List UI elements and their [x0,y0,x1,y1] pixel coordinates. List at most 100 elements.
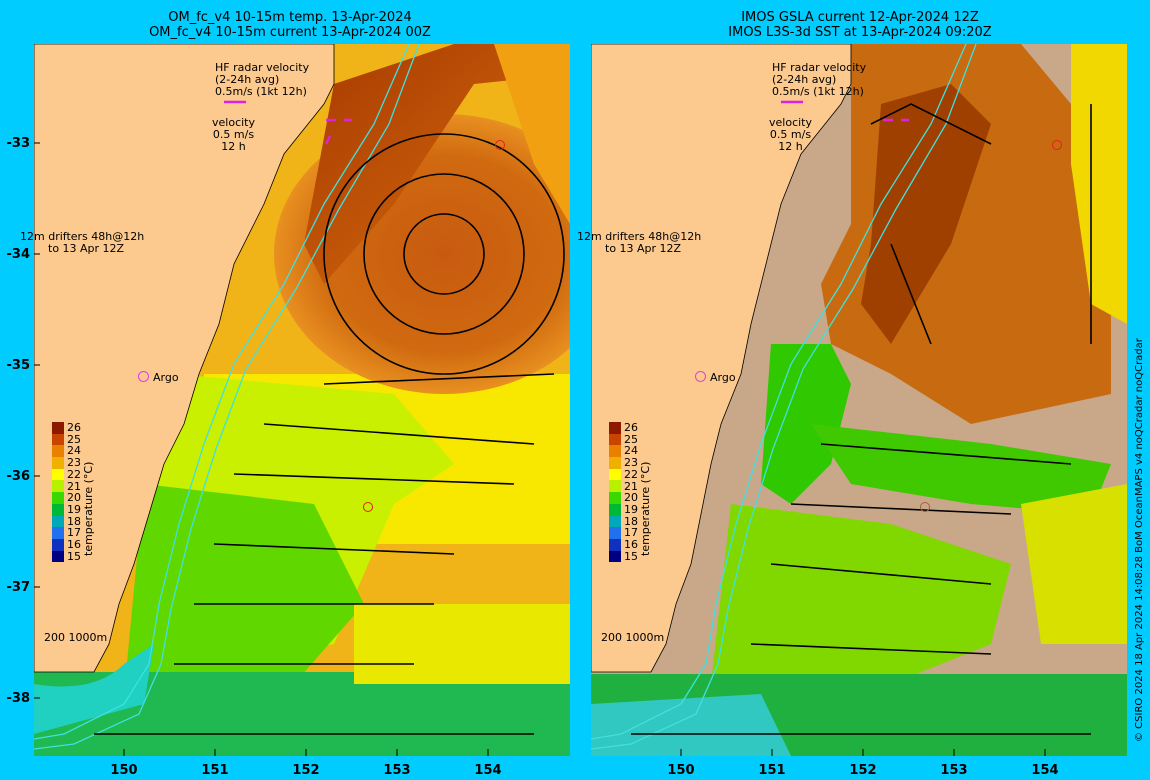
colorbar-left [52,422,64,563]
hf-radar-avg-right: (2-24h avg) [772,73,837,86]
colorbar-tick-label: 19 [67,502,81,516]
colorbar-ticks-left: 26 25 24 23 22 21 20 19 18 17 16 15 [67,422,81,562]
hf-radar-scale-right: 0.5m/s (1kt 12h) [772,85,864,98]
lon-label-152-right: 152 [849,763,877,778]
colorbar-swatch [52,422,64,434]
velocity-arrows [94,133,565,735]
velocity-legend-right: velocity 0.5 m/s 12 h [769,117,812,153]
hf-radar-label: HF radar velocity [215,61,310,74]
colorbar-tick-label: 24 [67,444,81,458]
left-title-line2: OM_fc_v4 10-15m current 13-Apr-2024 00Z [149,25,431,40]
lon-label-150: 150 [110,763,138,778]
colorbar-swatch [52,550,64,563]
colorbar-tick-label: 17 [624,526,638,540]
land-mass [34,44,335,673]
colorbar-tick-label: 22 [624,467,638,481]
lat-label-33: -33 [6,136,31,151]
isobath-1000 [34,44,420,750]
left-map-panel[interactable] [34,44,570,756]
colorbar-swatch [609,492,621,504]
velocity-label-right: velocity [769,116,812,129]
velocity-scale: 0.5 m/s [212,128,255,141]
drifters-legend-right: 12m drifters 48h@12h to 13 Apr 12Z [577,231,701,255]
left-title: OM_fc_v4 10-15m temp. 13-Apr-2024 OM_fc_… [130,10,450,40]
velocity-arrows-right [631,103,1092,735]
drifter-marker-right-2[interactable] [920,502,930,512]
hf-radar-scale: 0.5m/s (1kt 12h) [215,85,307,98]
lat-label-37: -37 [6,580,31,595]
drifters-label: 12m drifters 48h@12h [20,230,145,243]
colorbar-tick-label: 25 [67,432,81,446]
colorbar-swatch [609,515,621,528]
colorbar-swatch [609,550,621,563]
lat-label-38: -38 [6,691,31,706]
isobath-200-right [591,44,967,740]
drifter-marker-1[interactable] [495,140,505,150]
colorbar-swatch [52,503,64,516]
colorbar-swatch [609,480,621,493]
velocity-scale-right: 0.5 m/s [769,128,812,141]
colorbar-swatch [52,433,64,446]
colorbar-ticks-right: 26 25 24 23 22 21 20 19 18 17 16 15 [624,422,638,562]
drifters-time: to 13 Apr 12Z [48,242,125,255]
colorbar-swatch [52,527,64,539]
colorbar-title-right: temperature (°C) [639,461,652,556]
colorbar-tick-label: 17 [67,526,81,540]
colorbar-tick-label: 26 [624,421,638,434]
argo-label-right: Argo [710,371,736,384]
lat-label-36: -36 [6,469,31,484]
colorbar-swatch [52,538,64,551]
drifter-marker-right-1[interactable] [1052,140,1062,150]
colorbar-swatch [609,433,621,446]
argo-float-marker[interactable] [138,371,149,382]
colorbar-swatch [52,445,64,458]
side-credit: © CSIRO 2024 18 Apr 2024 14:08:28 BoM Oc… [1134,338,1145,742]
colorbar-tick-label: 21 [624,479,638,493]
right-title: IMOS GSLA current 12-Apr-2024 12Z IMOS L… [700,10,1020,40]
colorbar-swatch [52,468,64,481]
colorbar-swatch [609,527,621,539]
sea-yellow-south [354,604,570,684]
colorbar-swatch [609,422,621,434]
colorbar-tick-label: 16 [624,538,638,552]
land-mass-right [591,44,852,673]
colorbar-tick-label: 23 [624,456,638,470]
colorbar-tick-label: 24 [624,444,638,458]
colorbar-swatch [52,492,64,504]
axis-ticks-right [680,749,1046,756]
right-map-panel[interactable] [591,44,1127,756]
colorbar-title-left: temperature (°C) [82,461,95,556]
velocity-time: 12 h [221,140,246,153]
drifter-marker-2[interactable] [363,502,373,512]
velocity-label: velocity [212,116,255,129]
colorbar-swatch [609,445,621,458]
hf-radar-legend-right: HF radar velocity (2-24h avg) 0.5m/s (1k… [772,62,866,98]
colorbar-tick-label: 20 [67,491,81,505]
hf-radar-label-right: HF radar velocity [772,61,867,74]
axis-ticks [34,142,489,756]
velocity-time-right: 12 h [778,140,803,153]
colorbar-swatch [52,480,64,493]
lon-label-154: 154 [474,763,502,778]
lon-label-154-right: 154 [1031,763,1059,778]
hf-radar-avg: (2-24h avg) [215,73,280,86]
colorbar-tick-label: 26 [67,421,81,434]
isobath-legend-right: 200 1000m [601,631,665,644]
colorbar-tick-label: 18 [624,514,638,528]
right-title-line1: IMOS GSLA current 12-Apr-2024 12Z [741,10,979,25]
colorbar-tick-label: 18 [67,514,81,528]
colorbar-tick-label: 15 [624,549,638,563]
drifters-time-right: to 13 Apr 12Z [605,242,682,255]
lon-label-153-right: 153 [940,763,968,778]
colorbar-right [609,422,621,563]
isobath-200 [34,44,410,740]
colorbar-tick-label: 22 [67,467,81,481]
lon-label-151-right: 151 [758,763,786,778]
left-title-line1: OM_fc_v4 10-15m temp. 13-Apr-2024 [168,10,412,25]
lon-label-153: 153 [383,763,411,778]
colorbar-tick-label: 16 [67,538,81,552]
argo-label: Argo [153,371,179,384]
lon-label-151: 151 [201,763,229,778]
sea-green [124,484,364,694]
argo-float-marker-right[interactable] [695,371,706,382]
